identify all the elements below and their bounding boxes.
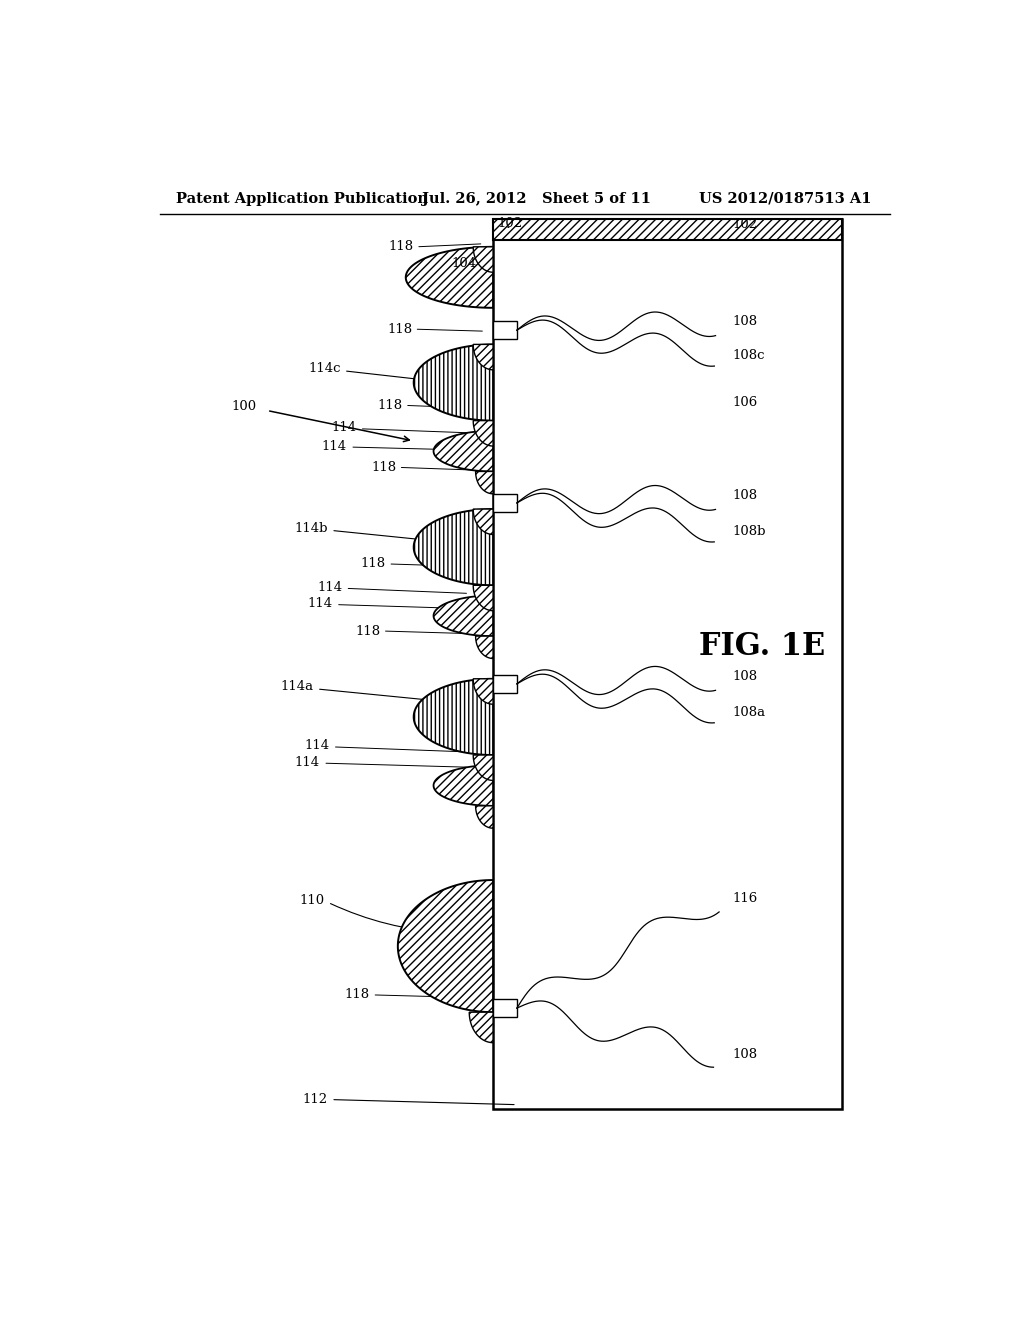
Text: 112: 112 [303, 1093, 328, 1106]
Text: 108: 108 [733, 671, 758, 684]
Polygon shape [473, 247, 494, 272]
Polygon shape [414, 510, 494, 585]
Polygon shape [473, 755, 494, 780]
Text: 114c: 114c [308, 362, 341, 375]
Polygon shape [433, 430, 494, 471]
Bar [494, 321, 517, 339]
Text: 108a: 108a [733, 706, 766, 719]
Polygon shape [433, 766, 494, 805]
Polygon shape [406, 247, 494, 308]
Polygon shape [475, 805, 494, 828]
Polygon shape [473, 421, 494, 446]
Text: 118: 118 [371, 461, 396, 474]
Text: 114: 114 [304, 739, 330, 752]
Text: 102: 102 [733, 218, 758, 231]
Text: 118: 118 [355, 624, 380, 638]
Text: 114: 114 [295, 755, 321, 768]
Polygon shape [414, 678, 494, 755]
Text: 114b: 114b [295, 521, 328, 535]
Bar [494, 494, 517, 512]
Text: 118: 118 [345, 989, 370, 1002]
Text: 114: 114 [317, 581, 342, 594]
Text: 100: 100 [231, 400, 256, 413]
Polygon shape [398, 880, 494, 1012]
Text: 114: 114 [307, 597, 333, 610]
Text: 118: 118 [387, 322, 412, 335]
Text: 108b: 108b [733, 525, 766, 539]
Text: 118: 118 [378, 399, 402, 412]
Text: US 2012/0187513 A1: US 2012/0187513 A1 [699, 191, 871, 206]
Polygon shape [469, 1012, 494, 1043]
Text: 114: 114 [332, 421, 356, 434]
Text: 118: 118 [388, 240, 414, 253]
Bar [494, 219, 842, 240]
Text: 108: 108 [733, 490, 758, 503]
Text: 106: 106 [733, 396, 758, 409]
Text: 110: 110 [300, 894, 325, 907]
Text: FIG. 1E: FIG. 1E [699, 631, 825, 661]
Polygon shape [473, 585, 494, 611]
Text: Jul. 26, 2012   Sheet 5 of 11: Jul. 26, 2012 Sheet 5 of 11 [422, 191, 650, 206]
Polygon shape [473, 678, 494, 704]
Polygon shape [473, 345, 494, 370]
Bar [494, 999, 517, 1018]
Bar [494, 219, 842, 1109]
Text: 108: 108 [733, 314, 758, 327]
Polygon shape [414, 345, 494, 421]
Text: 108c: 108c [733, 348, 765, 362]
Text: 104: 104 [452, 256, 477, 269]
Text: Patent Application Publication: Patent Application Publication [176, 191, 428, 206]
Polygon shape [473, 510, 494, 535]
Text: 114a: 114a [281, 680, 313, 693]
Text: 108: 108 [733, 1048, 758, 1061]
Bar [494, 675, 517, 693]
Polygon shape [475, 636, 494, 659]
Text: 102: 102 [498, 216, 523, 230]
Polygon shape [475, 471, 494, 494]
Text: 118: 118 [360, 557, 386, 570]
Text: 116: 116 [733, 892, 758, 904]
Polygon shape [433, 595, 494, 636]
Text: 114: 114 [322, 440, 347, 453]
